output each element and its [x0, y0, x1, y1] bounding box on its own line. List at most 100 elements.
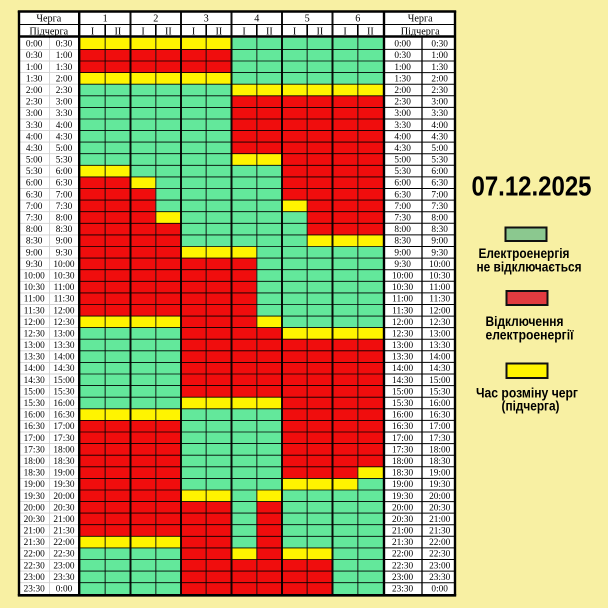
svg-text:Підчерга: Підчерга [29, 26, 68, 37]
svg-text:20:30: 20:30 [24, 515, 46, 525]
svg-text:8:00: 8:00 [26, 225, 43, 235]
svg-text:2:30: 2:30 [26, 98, 43, 108]
svg-text:не відключається: не відключається [477, 259, 582, 275]
svg-text:1:00: 1:00 [431, 51, 448, 61]
svg-text:21:30: 21:30 [24, 538, 46, 548]
svg-text:4:30: 4:30 [394, 144, 411, 154]
svg-text:8:30: 8:30 [26, 237, 43, 247]
svg-text:14:00: 14:00 [53, 353, 75, 363]
svg-text:7:30: 7:30 [56, 202, 73, 212]
svg-text:21:00: 21:00 [24, 527, 46, 537]
svg-text:7:00: 7:00 [26, 202, 43, 212]
svg-text:1:00: 1:00 [394, 63, 411, 73]
svg-text:5:00: 5:00 [431, 144, 448, 154]
svg-text:9:30: 9:30 [26, 260, 43, 270]
svg-text:19:30: 19:30 [53, 480, 75, 490]
svg-text:14:30: 14:30 [392, 376, 414, 386]
svg-text:2:00: 2:00 [56, 74, 73, 84]
svg-text:23:30: 23:30 [429, 573, 451, 583]
svg-text:19:30: 19:30 [24, 492, 46, 502]
svg-text:23:00: 23:00 [429, 561, 451, 571]
svg-text:Час розміну черг: Час розміну черг [476, 384, 578, 400]
svg-text:22:00: 22:00 [429, 538, 451, 548]
svg-text:(підчерга): (підчерга) [502, 398, 560, 414]
svg-text:II: II [115, 26, 122, 37]
svg-text:1:30: 1:30 [26, 74, 43, 84]
svg-text:15:00: 15:00 [392, 387, 414, 397]
svg-text:7:30: 7:30 [431, 202, 448, 212]
svg-text:I: I [343, 26, 347, 37]
svg-text:20:00: 20:00 [53, 492, 75, 502]
svg-text:19:00: 19:00 [429, 469, 451, 479]
svg-text:4:00: 4:00 [56, 121, 73, 131]
svg-text:8:00: 8:00 [431, 214, 448, 224]
svg-text:7:30: 7:30 [26, 214, 43, 224]
svg-text:6:00: 6:00 [56, 167, 73, 177]
svg-text:20:00: 20:00 [429, 492, 451, 502]
svg-text:9:30: 9:30 [394, 260, 411, 270]
svg-text:0:30: 0:30 [394, 51, 411, 61]
svg-text:11:30: 11:30 [392, 306, 413, 316]
svg-text:16:30: 16:30 [392, 422, 414, 432]
svg-text:11:00: 11:00 [24, 295, 45, 305]
svg-text:6:30: 6:30 [394, 190, 411, 200]
svg-text:12:00: 12:00 [24, 318, 46, 328]
svg-text:електроенергії: електроенергії [486, 327, 575, 343]
svg-text:II: II [165, 26, 172, 37]
svg-text:18:30: 18:30 [53, 457, 75, 467]
svg-text:II: II [367, 26, 374, 37]
svg-text:23:30: 23:30 [53, 573, 75, 583]
svg-text:22:30: 22:30 [53, 550, 75, 560]
svg-text:2: 2 [153, 14, 158, 25]
svg-text:1:00: 1:00 [56, 51, 73, 61]
svg-text:17:00: 17:00 [392, 434, 414, 444]
svg-text:7:30: 7:30 [394, 214, 411, 224]
svg-text:12:30: 12:30 [429, 318, 451, 328]
svg-text:3:00: 3:00 [26, 109, 43, 119]
svg-text:6:30: 6:30 [26, 190, 43, 200]
svg-text:6:30: 6:30 [431, 179, 448, 189]
svg-text:18:00: 18:00 [24, 457, 46, 467]
svg-text:4:30: 4:30 [26, 144, 43, 154]
svg-text:10:30: 10:30 [429, 272, 451, 282]
svg-text:13:00: 13:00 [392, 341, 414, 351]
svg-text:6:30: 6:30 [56, 179, 73, 189]
svg-text:19:30: 19:30 [429, 480, 451, 490]
svg-text:11:30: 11:30 [429, 295, 450, 305]
svg-text:22:30: 22:30 [429, 550, 451, 560]
svg-text:Електроенергія: Електроенергія [479, 245, 570, 261]
svg-text:9:00: 9:00 [56, 237, 73, 247]
svg-text:4:00: 4:00 [26, 132, 43, 142]
svg-text:10:00: 10:00 [392, 272, 414, 282]
svg-text:8:00: 8:00 [394, 225, 411, 235]
svg-text:5:30: 5:30 [394, 167, 411, 177]
svg-text:0:30: 0:30 [56, 40, 73, 50]
svg-text:2:30: 2:30 [394, 98, 411, 108]
svg-text:12:00: 12:00 [429, 306, 451, 316]
svg-text:15:30: 15:30 [53, 387, 75, 397]
svg-text:5:30: 5:30 [26, 167, 43, 177]
svg-text:14:30: 14:30 [53, 364, 75, 374]
svg-text:5: 5 [305, 14, 310, 25]
svg-text:9:00: 9:00 [26, 248, 43, 258]
svg-text:4:00: 4:00 [394, 132, 411, 142]
svg-text:13:00: 13:00 [53, 329, 75, 339]
svg-text:19:00: 19:00 [53, 469, 75, 479]
svg-text:20:00: 20:00 [24, 503, 46, 513]
svg-text:0:00: 0:00 [26, 40, 43, 50]
svg-text:13:30: 13:30 [24, 353, 46, 363]
svg-text:12:00: 12:00 [53, 306, 75, 316]
svg-text:20:30: 20:30 [392, 515, 414, 525]
svg-text:15:30: 15:30 [429, 387, 451, 397]
svg-text:2:30: 2:30 [431, 86, 448, 96]
svg-text:I: I [91, 26, 95, 37]
svg-text:II: II [266, 26, 273, 37]
svg-text:2:00: 2:00 [394, 86, 411, 96]
svg-text:11:00: 11:00 [54, 283, 75, 293]
svg-text:14:00: 14:00 [392, 364, 414, 374]
svg-text:15:30: 15:30 [392, 399, 414, 409]
svg-text:22:00: 22:00 [24, 550, 46, 560]
svg-text:0:00: 0:00 [431, 585, 448, 595]
svg-text:8:30: 8:30 [394, 237, 411, 247]
svg-text:16:00: 16:00 [392, 411, 414, 421]
